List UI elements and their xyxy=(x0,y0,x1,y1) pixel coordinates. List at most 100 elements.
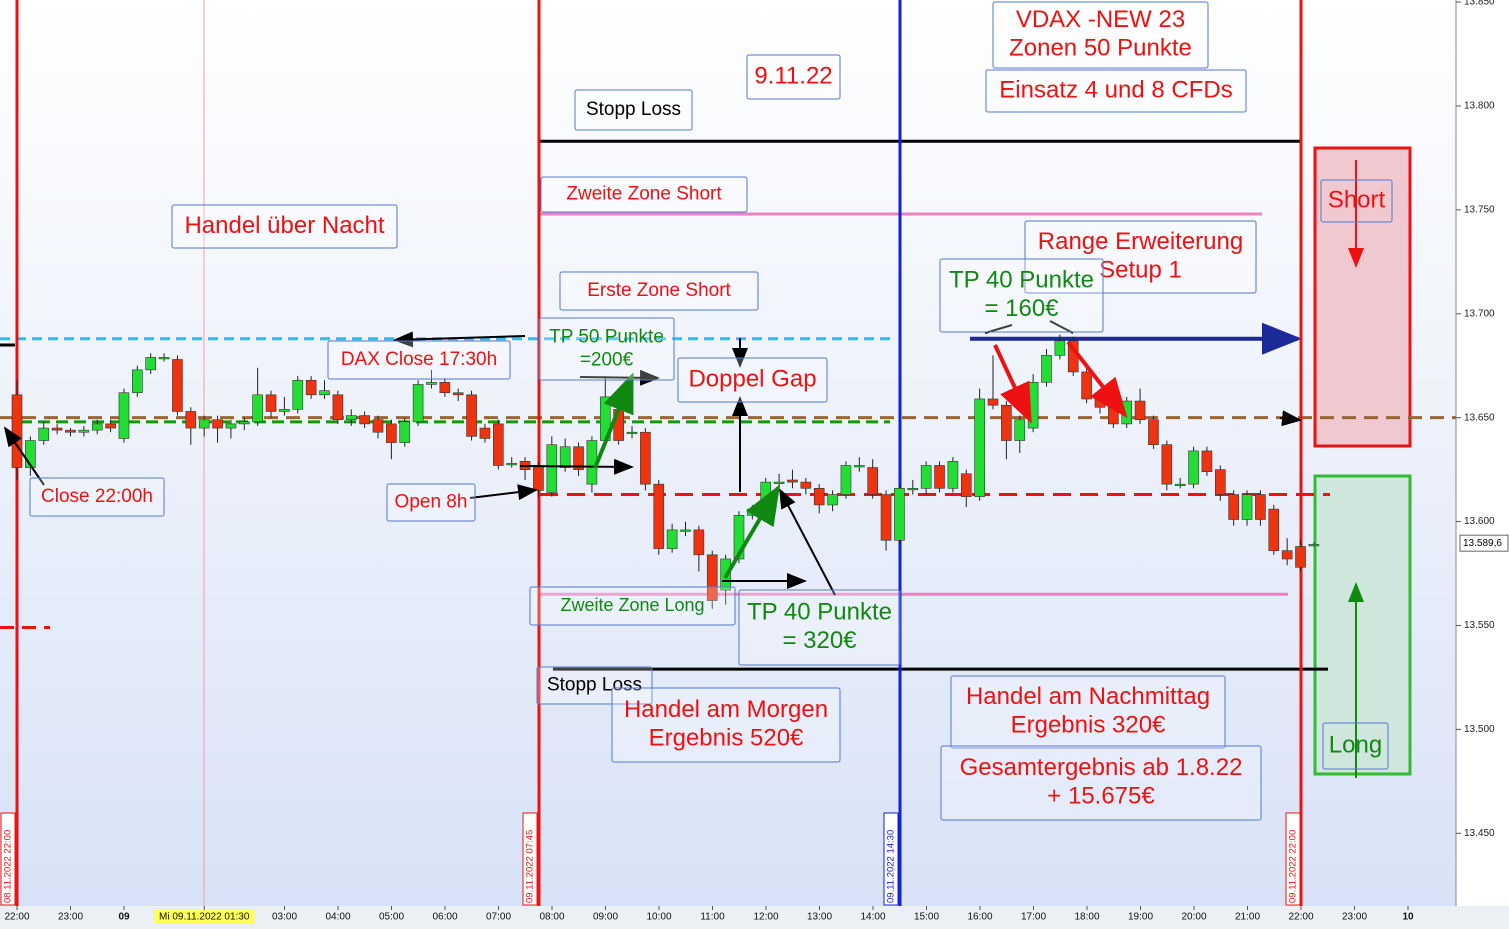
candle-body xyxy=(479,427,491,439)
candle-body xyxy=(693,529,705,556)
candle-body xyxy=(640,431,651,485)
candle-body xyxy=(386,423,397,443)
candle-body xyxy=(158,357,170,360)
candle-body xyxy=(105,423,116,429)
candle-body xyxy=(800,481,812,489)
candle-body xyxy=(920,465,932,489)
date-tag: 08.11.2022 22:00 xyxy=(3,830,14,903)
x-tick-label: 12:00 xyxy=(753,912,778,923)
annotation-text: TP 40 Punkte xyxy=(747,598,892,625)
annotation-text: + 15.675€ xyxy=(1047,783,1155,810)
candle-body xyxy=(1174,483,1186,486)
annotation-text: Ergebnis 520€ xyxy=(649,725,804,752)
annotation-text: TP 40 Punkte xyxy=(949,266,1094,293)
annotation-text: Range Erweiterung xyxy=(1038,228,1243,255)
annotation-text: = 320€ xyxy=(782,627,857,654)
annotation-text: Zweite Zone Long xyxy=(560,595,704,615)
axis-panel xyxy=(1456,0,1509,906)
annotation-box xyxy=(538,317,675,381)
last-price-box xyxy=(1459,534,1509,552)
candle-body xyxy=(974,398,985,497)
annotation-text: Zonen 50 Punkte xyxy=(1009,35,1192,62)
x-tick-label: 20:00 xyxy=(1181,912,1206,923)
candle-body xyxy=(11,394,23,468)
short-zone xyxy=(1313,146,1412,448)
candle-body xyxy=(653,483,665,549)
x-tick-label: 21:00 xyxy=(1235,912,1260,923)
annotation-text: Stopp Loss xyxy=(547,675,642,696)
x-tick-label: 05:00 xyxy=(379,912,404,923)
candle-body xyxy=(439,382,451,394)
annotation-box xyxy=(540,176,748,213)
candle-body xyxy=(1268,508,1280,551)
annotation-box xyxy=(985,69,1247,113)
x-tick-label: 14:00 xyxy=(860,912,885,923)
x-tick-label: 10:00 xyxy=(646,912,671,923)
annotation-text: TP 50 Punkte xyxy=(549,327,664,348)
candle-body xyxy=(198,419,210,429)
annotation-box xyxy=(738,589,901,666)
annotation-box xyxy=(940,745,1262,821)
candle-body xyxy=(666,529,678,549)
x-tick-label: 22:00 xyxy=(4,912,29,923)
candle-body xyxy=(51,427,63,431)
annotation-box xyxy=(529,586,736,626)
candle-body xyxy=(1041,355,1052,383)
candle-body xyxy=(1228,494,1239,520)
candle-body xyxy=(1201,450,1213,473)
candle-body xyxy=(118,392,130,439)
candle-body xyxy=(867,467,878,495)
annotation-text: Open 8h xyxy=(395,492,468,513)
candle-body xyxy=(265,394,277,412)
y-tick-label: 13.700 xyxy=(1464,308,1495,319)
candle-body xyxy=(225,423,237,429)
candle-body xyxy=(506,463,517,466)
candle-body xyxy=(987,398,999,406)
x-tick-label: 19:00 xyxy=(1128,912,1153,923)
candle-body xyxy=(533,465,544,491)
candle-body xyxy=(934,465,945,489)
x-tick-label: 10 xyxy=(1402,912,1414,923)
annotation-box xyxy=(1322,722,1389,770)
candle-body xyxy=(827,494,838,506)
candle-body xyxy=(1014,419,1026,441)
annotation-text: Erste Zone Short xyxy=(587,280,731,301)
x-tick-label: Mi 09.11.2022 01:30 xyxy=(159,912,250,923)
candle-body xyxy=(907,488,919,491)
candle-body xyxy=(947,461,959,489)
annotation-text: Long xyxy=(1329,731,1382,758)
annotation-text: Handel über Nacht xyxy=(184,212,384,239)
annotation-box xyxy=(1320,179,1393,223)
y-tick-label: 13.800 xyxy=(1464,101,1495,112)
x-label-highlight xyxy=(154,910,255,924)
candle-body xyxy=(1188,450,1199,485)
x-tick-label: 17:00 xyxy=(1021,912,1046,923)
candle-body xyxy=(1027,382,1039,429)
candle-body xyxy=(1094,398,1106,408)
annotation-box xyxy=(574,89,693,131)
annotation-box xyxy=(992,1,1209,69)
x-tick-label: 18:00 xyxy=(1074,912,1099,923)
date-tag-box xyxy=(883,812,899,906)
annotation-text: Close 22:00h xyxy=(41,486,153,507)
annotation-text: Setup 1 xyxy=(1099,257,1182,284)
candle-body xyxy=(279,409,290,412)
candle-body xyxy=(78,429,90,433)
date-tag: 09.11.2022 14:30 xyxy=(886,830,897,903)
candle-body xyxy=(840,465,852,495)
candle-body xyxy=(412,384,424,423)
x-tick-label: 07:00 xyxy=(486,912,511,923)
candle-body xyxy=(212,419,223,429)
annotation-text: Doppel Gap xyxy=(688,365,816,392)
candle-body xyxy=(854,465,865,468)
annotation-box xyxy=(1024,220,1257,294)
candle-body xyxy=(1295,546,1306,568)
candle-body xyxy=(1108,406,1119,425)
annotation-box xyxy=(171,204,398,249)
annotation-text: Gesamtergebnis ab 1.8.22 xyxy=(960,754,1243,781)
candle-body xyxy=(452,392,464,396)
candle-body xyxy=(305,379,317,396)
candle-body xyxy=(813,488,825,506)
candle-body xyxy=(185,411,197,429)
candle-body xyxy=(880,494,892,541)
